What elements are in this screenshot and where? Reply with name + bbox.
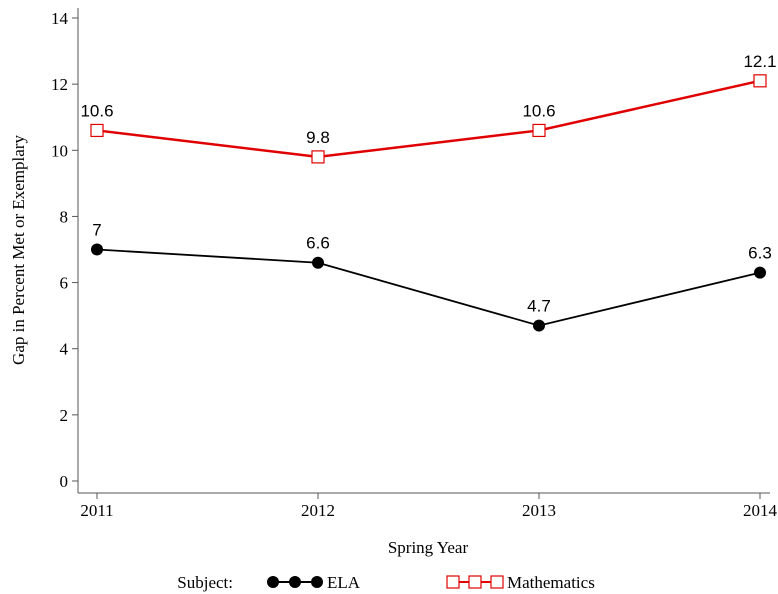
y-tick-label: 12 (51, 75, 68, 94)
series-line (96, 79, 761, 159)
legend-marker (289, 576, 301, 588)
y-tick-label: 6 (60, 274, 69, 293)
y-axis-label: Gap in Percent Met or Exemplary (9, 135, 28, 365)
legend-marker (468, 575, 482, 589)
y-tick-label: 0 (60, 472, 69, 491)
x-tick-label: 2014 (743, 501, 778, 520)
data-point (311, 150, 325, 164)
data-label: 10.6 (522, 101, 555, 120)
x-tick-label: 2013 (522, 501, 556, 520)
data-label: 4.7 (527, 297, 551, 316)
x-tick-label: 2011 (80, 501, 113, 520)
legend-label: Mathematics (507, 573, 595, 592)
series-line (96, 248, 761, 327)
legend-marker (490, 575, 504, 589)
data-point (90, 123, 104, 138)
legend-label: ELA (327, 573, 361, 592)
data-point (91, 243, 103, 256)
data-label: 10.6 (80, 101, 113, 120)
data-point (753, 74, 767, 88)
data-point (312, 256, 324, 269)
y-tick-label: 10 (51, 141, 68, 160)
legend-marker (267, 576, 279, 588)
y-tick-label: 2 (60, 406, 69, 425)
data-label: 12.1 (743, 52, 776, 71)
legend-marker (311, 576, 323, 588)
y-tick-label: 4 (60, 340, 69, 359)
data-point (532, 123, 546, 138)
x-tick-label: 2012 (301, 501, 335, 520)
data-label: 6.3 (748, 244, 772, 263)
y-tick-label: 14 (51, 9, 69, 28)
data-label: 6.6 (306, 234, 330, 253)
data-point (533, 319, 545, 332)
x-axis-label: Spring Year (388, 538, 469, 557)
data-label: 9.8 (306, 128, 330, 147)
legend-title: Subject: (177, 573, 233, 592)
y-tick-label: 8 (60, 207, 69, 226)
data-label: 7 (92, 221, 101, 240)
legend-marker (446, 575, 460, 589)
data-point (754, 266, 766, 279)
